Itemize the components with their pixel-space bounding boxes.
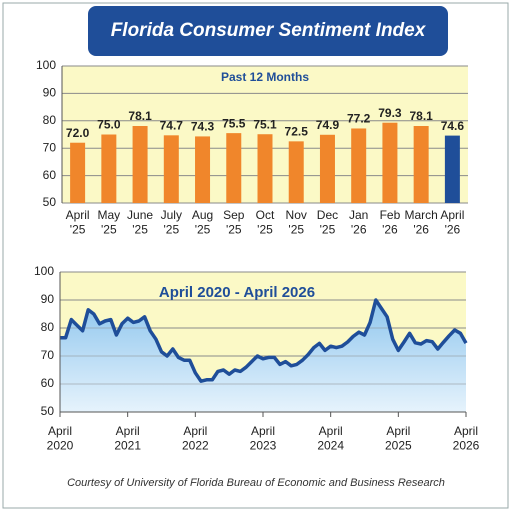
bar bbox=[351, 128, 367, 203]
bar bbox=[70, 142, 86, 203]
x-tick-label: March '26 bbox=[404, 208, 437, 236]
x-tick-label: May '25 bbox=[98, 208, 121, 236]
credit: Courtesy of University of Florida Bureau… bbox=[67, 477, 445, 489]
y-tick-label: 90 bbox=[43, 86, 57, 100]
line bbox=[60, 298, 468, 383]
y-tick-label: 60 bbox=[43, 168, 57, 182]
chart-subtitle: Past 12 Months bbox=[221, 70, 309, 84]
x-tick-label: Oct '25 bbox=[256, 208, 275, 236]
value-label: 74.3 bbox=[191, 120, 215, 134]
value-label: 75.5 bbox=[222, 116, 246, 130]
x-tick-label: Aug '25 bbox=[192, 208, 213, 236]
chart-title: April 2020 - April 2026 bbox=[159, 284, 315, 301]
bar bbox=[382, 122, 398, 203]
y-tick-label: 100 bbox=[34, 264, 54, 278]
value-label: 77.2 bbox=[347, 112, 371, 126]
x-tick-label: April 2021 bbox=[114, 424, 141, 452]
value-label: 74.7 bbox=[160, 118, 184, 132]
title-banner bbox=[88, 6, 448, 56]
x-tick-label: Jan '26 bbox=[349, 208, 368, 236]
value-label: 79.3 bbox=[378, 106, 402, 120]
y-tick-label: 100 bbox=[36, 58, 56, 72]
bar bbox=[163, 135, 179, 203]
x-tick-label: April 2025 bbox=[385, 424, 412, 452]
bar bbox=[288, 141, 304, 203]
x-tick-label: April '26 bbox=[440, 208, 464, 236]
y-tick-label: 80 bbox=[43, 113, 57, 127]
x-tick-label: April 2026 bbox=[453, 424, 480, 452]
bar bbox=[226, 133, 242, 203]
bar bbox=[195, 136, 211, 203]
value-label: 78.1 bbox=[409, 109, 433, 123]
bar bbox=[101, 134, 117, 203]
x-tick-label: April 2023 bbox=[250, 424, 277, 452]
x-tick-label: April 2024 bbox=[317, 424, 344, 452]
y-tick-label: 90 bbox=[41, 292, 55, 306]
y-tick-label: 50 bbox=[41, 404, 55, 418]
value-label: 74.9 bbox=[316, 118, 340, 132]
bar bbox=[257, 134, 273, 203]
x-tick-label: April 2022 bbox=[182, 424, 209, 452]
value-label: 72.5 bbox=[285, 125, 309, 139]
page-title: Florida Consumer Sentiment Index bbox=[111, 20, 427, 41]
y-tick-label: 70 bbox=[43, 140, 57, 154]
y-tick-label: 80 bbox=[41, 320, 55, 334]
value-label: 74.6 bbox=[441, 119, 465, 133]
value-label: 75.1 bbox=[253, 117, 277, 131]
x-tick-label: June '25 bbox=[127, 208, 153, 236]
y-tick-label: 60 bbox=[41, 376, 55, 390]
x-tick-label: Nov '25 bbox=[286, 208, 307, 236]
value-label: 78.1 bbox=[128, 109, 152, 123]
bar bbox=[444, 135, 460, 203]
bar bbox=[319, 134, 335, 203]
y-tick-label: 50 bbox=[43, 195, 57, 209]
x-tick-label: Sep '25 bbox=[223, 208, 245, 236]
x-tick-label: April '25 bbox=[66, 208, 90, 236]
y-tick-label: 70 bbox=[41, 348, 55, 362]
value-label: 75.0 bbox=[97, 118, 121, 132]
x-tick-label: April 2020 bbox=[47, 424, 74, 452]
x-tick-label: Feb '26 bbox=[380, 208, 401, 236]
bar bbox=[413, 126, 429, 203]
bar bbox=[132, 126, 148, 203]
value-label: 72.0 bbox=[66, 126, 90, 140]
x-tick-label: Dec '25 bbox=[317, 208, 338, 236]
x-tick-label: July '25 bbox=[161, 208, 182, 236]
